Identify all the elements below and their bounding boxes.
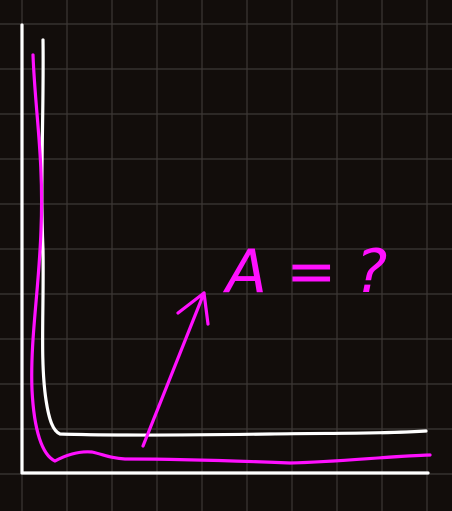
arrow-shaft	[141, 291, 206, 448]
magenta-curve	[30, 53, 432, 465]
arrow-icon	[141, 291, 210, 448]
arrow-head	[176, 291, 210, 326]
x-axis	[20, 23, 430, 475]
annotation-label: A = ?	[222, 237, 387, 307]
